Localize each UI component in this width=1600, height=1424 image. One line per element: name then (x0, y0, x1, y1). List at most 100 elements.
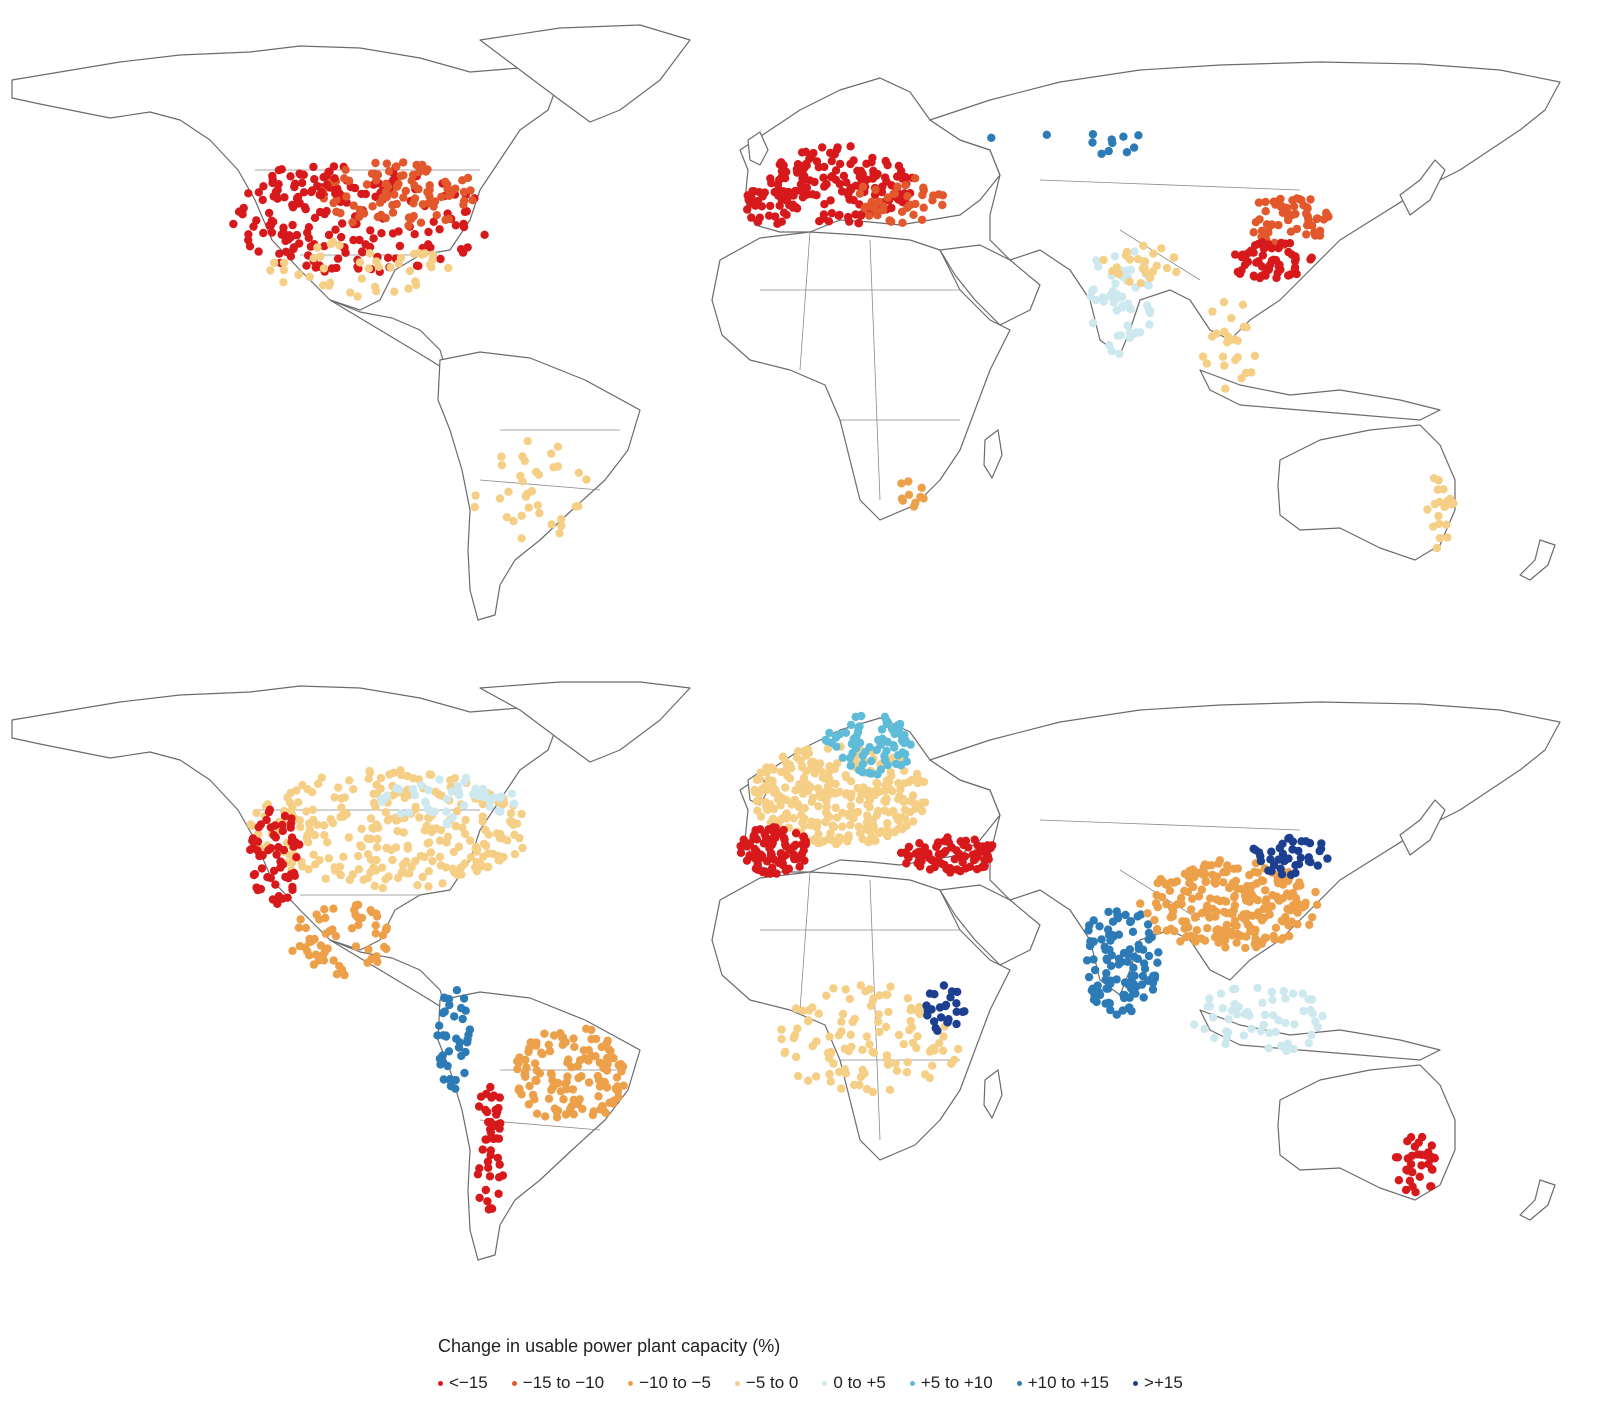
power-plant-point (1258, 998, 1267, 1007)
power-plant-point (415, 813, 424, 822)
power-plant-point (1299, 201, 1308, 210)
power-plant-point (909, 210, 918, 219)
power-plant-point (392, 199, 401, 209)
power-plant-point (736, 848, 746, 857)
power-plant-point (559, 1095, 568, 1104)
power-plant-point (755, 789, 764, 798)
power-plant-point (765, 800, 775, 809)
power-plant-point (502, 513, 511, 522)
power-plant-point (1286, 270, 1295, 279)
power-plant-point (1254, 848, 1264, 857)
power-plant-point (767, 179, 776, 188)
power-plant-point (1149, 249, 1158, 258)
map-panel-bottom (0, 680, 1600, 1330)
power-plant-point (271, 187, 281, 196)
power-plant-point (858, 182, 868, 191)
power-plant-point (574, 468, 583, 477)
power-plant-point (812, 823, 822, 832)
power-plant-point (347, 924, 357, 933)
power-plant-point (309, 162, 318, 172)
power-plant-point (804, 1076, 813, 1085)
power-plant-point (424, 867, 433, 876)
power-plant-point (782, 795, 791, 804)
power-plant-point (1221, 384, 1230, 393)
legend-title: Change in usable power plant capacity (%… (438, 1336, 781, 1356)
power-plant-point (846, 720, 856, 730)
power-plant-point (777, 1034, 786, 1044)
power-plant-point (903, 994, 912, 1003)
power-plant-point (1086, 937, 1095, 946)
power-plant-point (1252, 258, 1261, 267)
power-plant-point (977, 847, 986, 856)
power-plant-point (764, 825, 773, 834)
power-plant-point (814, 1009, 823, 1018)
power-plant-point (829, 984, 838, 993)
power-plant-point (848, 748, 857, 758)
power-plant-point (320, 242, 329, 251)
power-plant-point (313, 243, 322, 252)
power-plant-point (863, 811, 872, 820)
power-plant-point (792, 1052, 801, 1062)
legend-items: <−15 −15 to −10 −10 to −5 −5 to 0 0 to +5 +5 … (438, 1373, 1438, 1393)
power-plant-point (919, 203, 928, 212)
power-plant-point (409, 211, 418, 221)
legend: Change in usable power plant capacity (%… (438, 1336, 1438, 1393)
power-plant-point (234, 207, 244, 216)
power-plant-point (753, 865, 763, 874)
power-plant-point (1141, 268, 1150, 277)
power-plant-point (366, 226, 375, 235)
power-plant-point (750, 830, 759, 839)
power-plant-point (904, 842, 914, 852)
power-plant-point (1153, 958, 1162, 967)
power-plant-point (1153, 925, 1162, 934)
power-plant-point (452, 986, 462, 995)
power-plant-point (831, 779, 840, 789)
power-plant-point (535, 508, 544, 518)
power-plant-point (548, 1083, 558, 1092)
power-plant-point (1241, 943, 1250, 953)
power-plant-point (245, 242, 255, 251)
power-plant-point (259, 182, 268, 191)
power-plant-point (816, 838, 825, 847)
power-plant-point (1104, 907, 1113, 917)
power-plant-point (1153, 878, 1162, 888)
power-plant-point (846, 820, 855, 830)
power-plant-point (1304, 995, 1313, 1004)
power-plant-point (1267, 987, 1277, 997)
power-plant-point (1253, 896, 1262, 905)
power-plant-point (308, 805, 317, 814)
power-plant-point (907, 1003, 916, 1013)
power-plant-point (459, 187, 469, 197)
power-plant-point (357, 842, 366, 851)
power-plant-point (1289, 1044, 1298, 1054)
power-plant-point (1257, 939, 1266, 948)
power-plant-point (854, 219, 863, 228)
power-plant-point (845, 811, 854, 820)
power-plant-point (287, 814, 296, 823)
power-plant-point (320, 831, 329, 840)
power-plant-point (856, 981, 865, 990)
power-plant-point (1186, 905, 1196, 914)
power-plant-point (1312, 214, 1321, 224)
power-plant-point (457, 1003, 466, 1013)
power-plant-point (855, 829, 865, 838)
power-plant-point (410, 194, 420, 203)
power-plant-point (384, 872, 393, 881)
power-plant-point (280, 193, 289, 202)
power-plant-point (278, 820, 287, 830)
power-plant-point (609, 1096, 618, 1105)
power-plant-point (426, 770, 436, 779)
arabia-outline (939, 884, 1041, 966)
power-plant-point (849, 196, 858, 205)
power-plant-point (907, 775, 917, 785)
power-plant-point (1119, 948, 1129, 958)
power-plant-point (1089, 955, 1098, 964)
power-plant-point (459, 994, 469, 1003)
power-plant-point (777, 217, 786, 226)
power-plant-point (929, 1017, 939, 1026)
power-plant-point (458, 823, 467, 832)
power-plant-point (943, 833, 952, 842)
power-plant-point (752, 775, 762, 785)
power-plant-point (1202, 359, 1212, 368)
power-plant-point (547, 449, 556, 458)
